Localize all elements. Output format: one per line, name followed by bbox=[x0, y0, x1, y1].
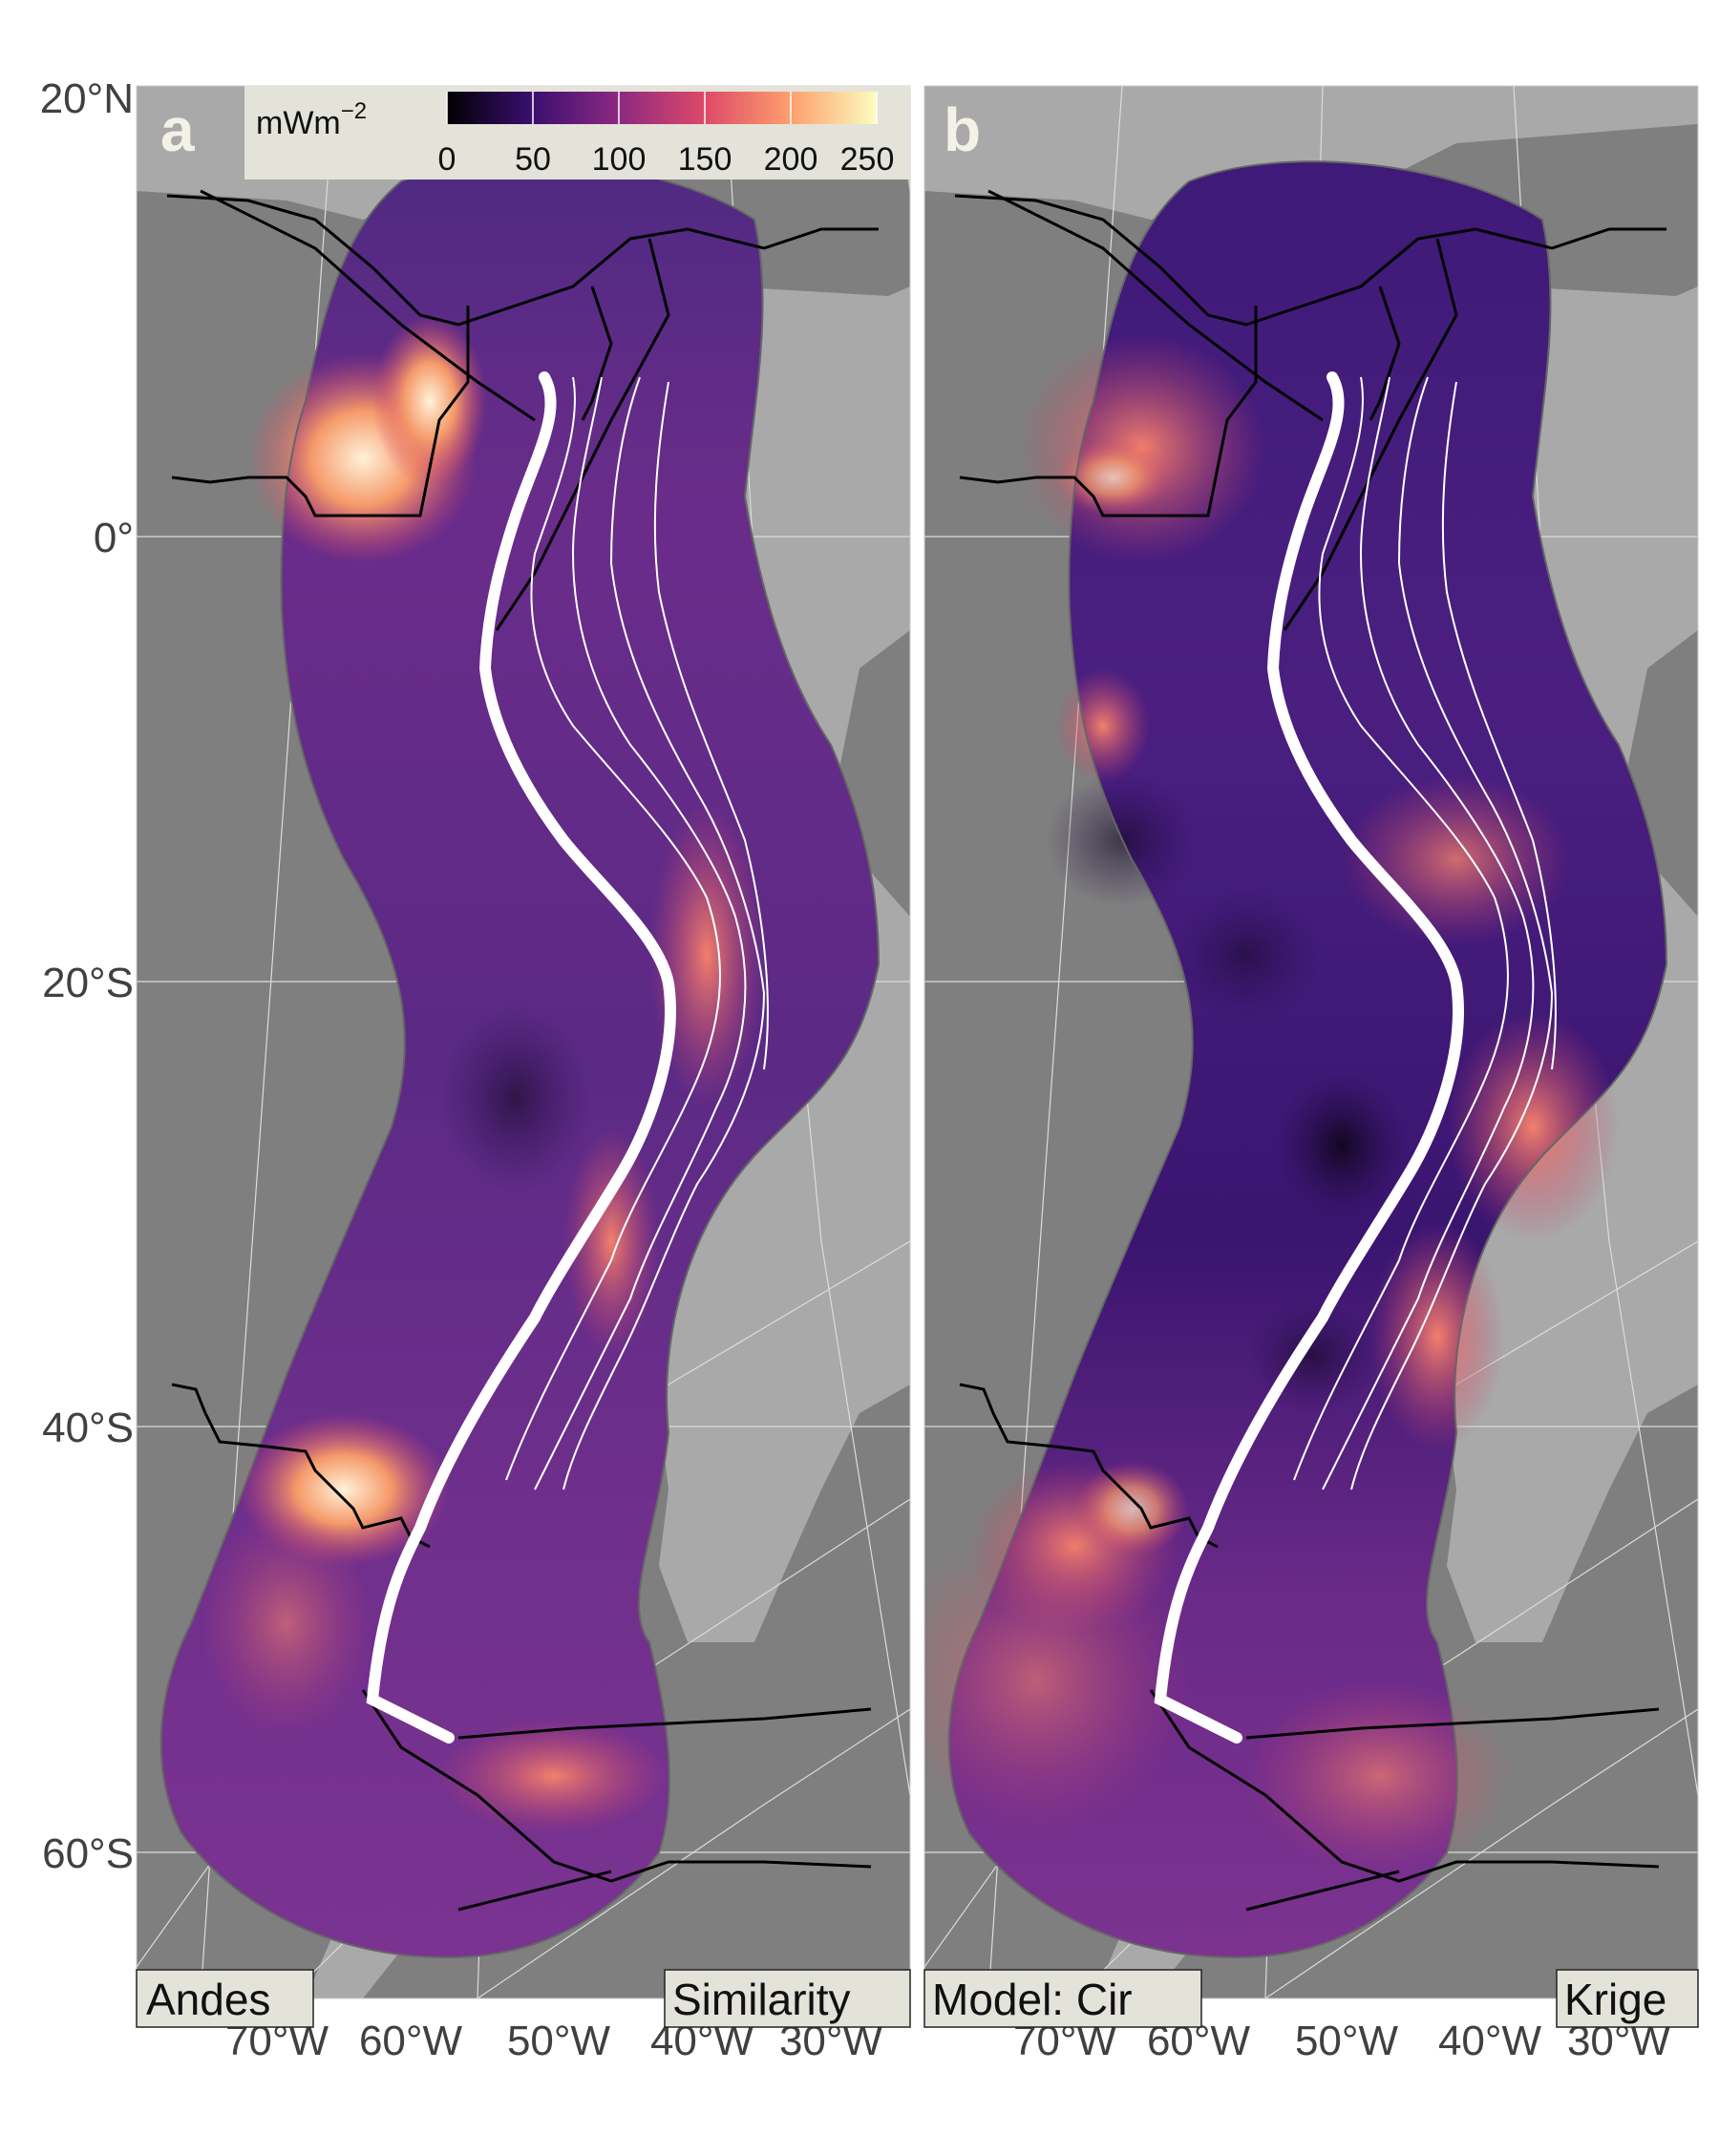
longitude-axis-b: 70°W 60°W 50°W 40°W 30°W bbox=[1013, 2018, 1671, 2064]
lat-label-60s: 60°S bbox=[42, 1830, 134, 1877]
panel-b-right-tag-text: Krige bbox=[1564, 1975, 1666, 2024]
colorbar-unit: mWm−2 bbox=[256, 98, 367, 141]
plate-boundaries bbox=[166, 189, 879, 1912]
panel-b-letter: b bbox=[944, 95, 981, 164]
lat-label-0: 0° bbox=[94, 515, 134, 561]
colorbar-tick-200: 200 bbox=[764, 141, 818, 178]
trench-line bbox=[366, 371, 676, 1744]
panel-a-left-tag-text: Andes bbox=[146, 1975, 270, 2024]
colorbar-tick-0: 0 bbox=[438, 141, 456, 178]
lon-label-50w: 50°W bbox=[507, 2018, 611, 2064]
panel-b-frame bbox=[923, 85, 1699, 1999]
colorbar-tick-250: 250 bbox=[840, 141, 895, 178]
lat-label-20s: 20°S bbox=[42, 960, 134, 1006]
panel-b bbox=[924, 86, 1698, 1998]
plate-boundaries bbox=[954, 189, 1666, 1912]
lat-label-20n: 20°N bbox=[40, 75, 134, 122]
heat-flow-anomalies bbox=[924, 334, 1619, 1871]
colorbar-tick-100: 100 bbox=[592, 141, 647, 178]
colorbar-gradient bbox=[447, 92, 877, 124]
panel-b-right-tag: Krige bbox=[1556, 1969, 1699, 2028]
panel-a-left-tag: Andes bbox=[136, 1969, 314, 2028]
isodepth-contours bbox=[505, 376, 769, 1490]
colorbar-tick-50: 50 bbox=[515, 141, 551, 178]
lon-label-40w: 40°W bbox=[1438, 2018, 1542, 2064]
colorbar-tick-150: 150 bbox=[678, 141, 732, 178]
panel-a bbox=[137, 86, 910, 1998]
colorbar: mWm−2 0 50 100 150 200 250 bbox=[244, 86, 910, 180]
trench-line bbox=[1154, 371, 1464, 1744]
panel-a-letter: a bbox=[160, 95, 195, 164]
panel-a-right-tag: Similarity bbox=[664, 1969, 911, 2028]
latitude-axis: 20°N 0° 20°S 40°S 60°S bbox=[40, 75, 134, 1877]
colorbar-tick-marks bbox=[446, 92, 878, 124]
lon-label-60w: 60°W bbox=[359, 2018, 463, 2064]
lon-label-50w: 50°W bbox=[1295, 2018, 1399, 2064]
heat-flow-anomalies bbox=[201, 315, 764, 1833]
lat-label-40s: 40°S bbox=[42, 1405, 134, 1451]
isodepth-contours bbox=[1293, 376, 1557, 1490]
panel-a-right-tag-text: Similarity bbox=[672, 1975, 851, 2024]
panel-b-left-tag-text: Model: Cir bbox=[932, 1975, 1133, 2024]
panel-b-left-tag: Model: Cir bbox=[923, 1969, 1202, 2028]
